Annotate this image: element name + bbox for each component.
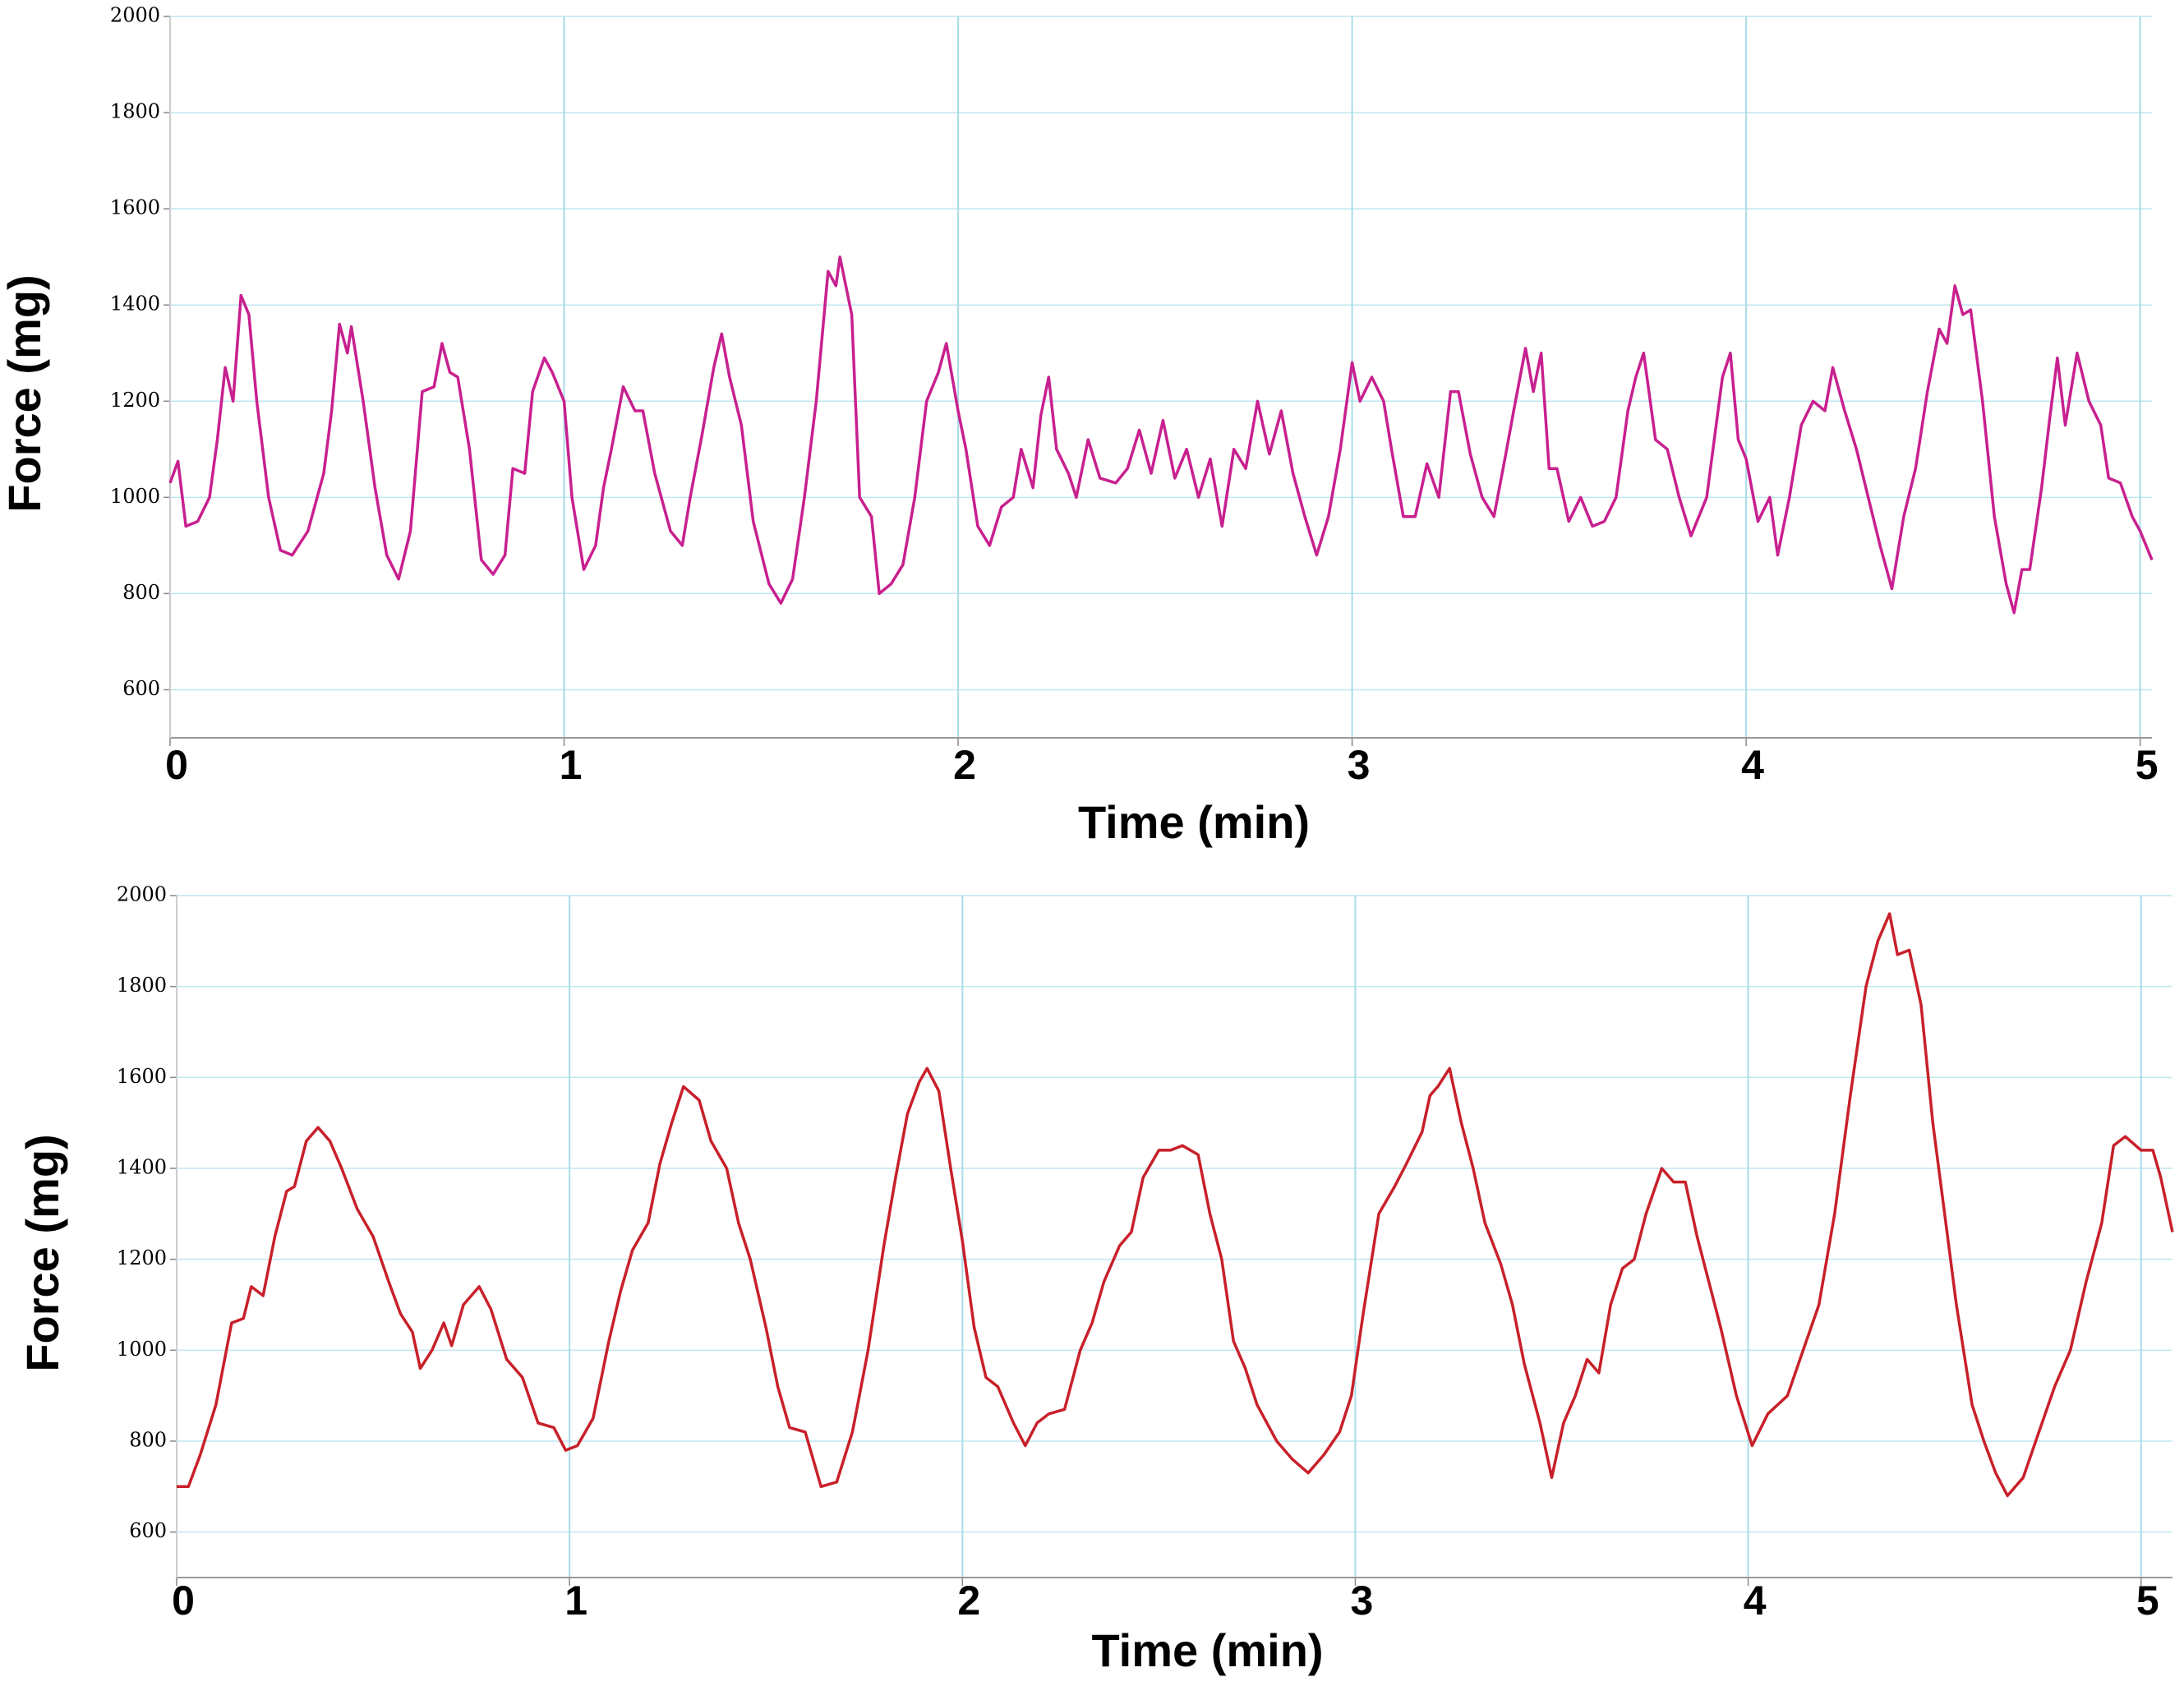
y-tick-label: 600: [129, 1519, 167, 1542]
y-tick-label: 2000: [117, 883, 167, 906]
y-tick-label: 1600: [110, 196, 160, 219]
y-axis-title: Force (mg): [0, 274, 50, 512]
y-axis-title: Force (mg): [16, 1134, 68, 1371]
y-tick-label: 1000: [117, 1338, 167, 1361]
x-tick-label: 2: [957, 1578, 980, 1624]
y-tick-label: 1000: [110, 485, 160, 508]
x-tick-label: 1: [560, 742, 583, 788]
x-tick-label: 4: [1744, 1578, 1767, 1624]
x-tick-label: 0: [172, 1578, 195, 1624]
y-tick-label: 800: [129, 1429, 167, 1452]
x-tick-label: 5: [2136, 1578, 2159, 1624]
y-tick-label: 600: [122, 677, 160, 700]
y-tick-label: 1800: [110, 100, 160, 123]
y-tick-label: 1400: [110, 293, 160, 316]
x-tick-label: 2: [953, 742, 976, 788]
y-tick-label: 1600: [117, 1065, 167, 1088]
x-tick-label: 4: [1741, 742, 1764, 788]
x-axis-title: Time (min): [1091, 1624, 1323, 1676]
x-axis-title: Time (min): [1078, 796, 1310, 848]
x-tick-label: 3: [1348, 742, 1371, 788]
y-tick-label: 2000: [110, 4, 160, 27]
force-line: [168, 255, 2154, 615]
x-tick-label: 5: [2136, 742, 2159, 788]
x-tick-label: 1: [564, 1578, 587, 1624]
force-line: [177, 912, 2174, 1498]
y-tick-label: 1800: [117, 974, 167, 997]
y-tick-label: 1400: [117, 1156, 167, 1179]
y-tick-label: 800: [122, 581, 160, 604]
y-tick-label: 1200: [110, 389, 160, 412]
y-tick-label: 1200: [117, 1246, 167, 1269]
x-tick-label: 3: [1351, 1578, 1374, 1624]
x-tick-label: 0: [165, 742, 188, 788]
